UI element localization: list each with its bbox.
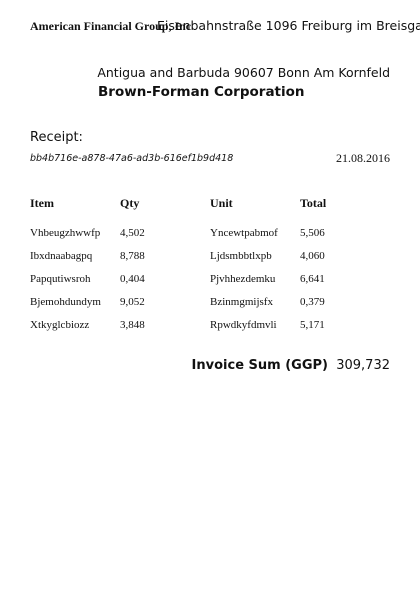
column-header-unit: Unit — [210, 196, 233, 210]
cell-qty: 8,788 — [120, 250, 145, 262]
cell-total: 5,506 — [300, 227, 325, 239]
cell-total: 4,060 — [300, 250, 325, 262]
cell-qty: 3,848 — [120, 319, 145, 331]
cell-qty: 0,404 — [120, 273, 145, 285]
receipt-date: 21.08.2016 — [336, 151, 390, 165]
cell-unit: Ljdsmbbtlxpb — [210, 250, 272, 262]
cell-total: 5,171 — [300, 319, 325, 331]
receipt-label: Receipt: — [30, 130, 83, 145]
cell-qty: 4,502 — [120, 227, 145, 239]
cell-total: 0,379 — [300, 296, 325, 308]
column-header-total: Total — [300, 196, 327, 210]
cell-unit: Rpwdkyfdmvli — [210, 319, 277, 331]
cell-qty: 9,052 — [120, 296, 145, 308]
sender-address: Eisenbahnstraße 1096 Freiburg im Breisga… — [157, 18, 420, 33]
cell-item: Xtkyglcbiozz — [30, 319, 90, 331]
cell-item: Bjemohdundym — [30, 296, 101, 308]
invoice-sum-value: 309,732 — [336, 358, 390, 373]
column-header-qty: Qty — [120, 196, 140, 210]
column-header-item: Item — [30, 196, 54, 210]
cell-item: Ibxdnaabagpq — [30, 250, 93, 262]
recipient-name: Brown-Forman Corporation — [98, 84, 305, 100]
cell-unit: Bzinmgmijsfx — [210, 296, 273, 308]
cell-unit: Pjvhhezdemku — [210, 273, 276, 285]
recipient-address: Antigua and Barbuda 90607 Bonn Am Kornfe… — [97, 65, 390, 80]
cell-unit: Yncewtpabmof — [210, 227, 278, 239]
cell-total: 6,641 — [300, 273, 325, 285]
receipt-id: bb4b716e-a878-47a6-ad3b-616ef1b9d418 — [30, 153, 234, 164]
invoice-sum-label: Invoice Sum (GGP) — [191, 358, 328, 373]
cell-item: Papqutiwsroh — [30, 273, 91, 285]
cell-item: Vhbeugzhwwfp — [30, 227, 101, 239]
company-name: American Financial Group, Inc — [30, 19, 192, 33]
